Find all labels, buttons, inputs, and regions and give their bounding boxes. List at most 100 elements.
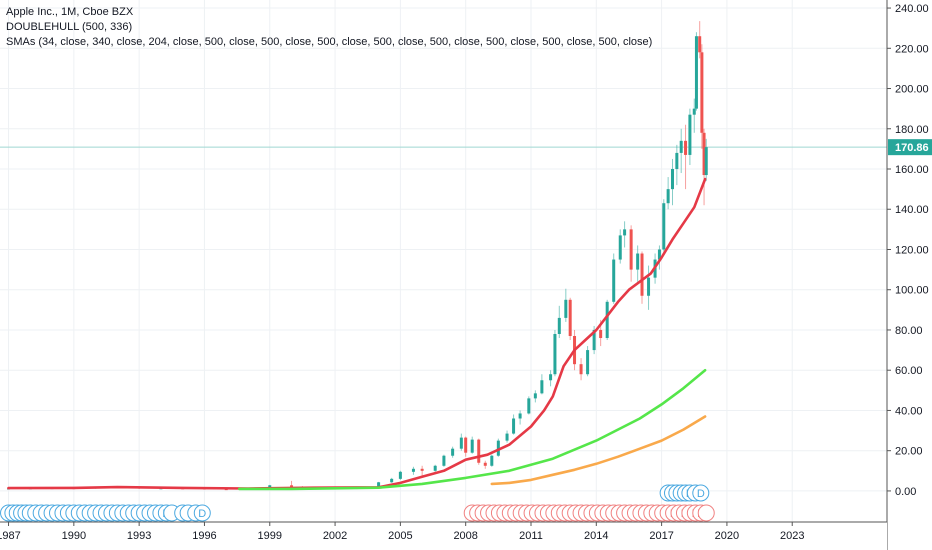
candle-body <box>599 329 603 339</box>
y-tick-label: 60.00 <box>895 365 923 377</box>
dividend-marker-circle <box>193 504 211 522</box>
candle-body <box>657 249 661 260</box>
x-tick-label: 2011 <box>519 530 543 542</box>
candle-body <box>629 229 633 270</box>
x-tick-label: 2008 <box>453 530 477 542</box>
x-tick-label: 1996 <box>192 530 216 542</box>
candle-body <box>605 301 609 339</box>
candle-body <box>496 440 500 456</box>
last-price-tag: 170.86 <box>888 139 932 156</box>
candle-body <box>684 140 688 155</box>
y-tick-label: 240.00 <box>895 3 929 15</box>
y-tick-label: 80.00 <box>895 325 923 337</box>
candle-body <box>564 299 568 318</box>
x-tick-label: 1987 <box>0 530 21 542</box>
dividend-marker: D <box>692 484 710 502</box>
candle-body <box>704 147 708 176</box>
earnings-marker <box>697 504 715 522</box>
y-tick-label: 160.00 <box>895 164 929 176</box>
chart-legend: Apple Inc., 1M, Cboe BZX DOUBLEHULL (500… <box>6 5 652 50</box>
candle-body <box>666 189 670 204</box>
y-tick-label: 120.00 <box>895 244 929 256</box>
y-tick-label: 40.00 <box>895 405 923 417</box>
candle-body <box>662 203 666 250</box>
dividend-marker-circle <box>692 484 710 502</box>
candle-body <box>675 152 679 170</box>
dividend-marker-label: D <box>697 488 705 500</box>
y-tick-label: 180.00 <box>895 124 929 136</box>
symbol-title: Apple Inc., 1M, Cboe BZX <box>6 6 134 18</box>
x-tick-label: 2017 <box>649 530 673 542</box>
x-tick-label: 2023 <box>780 530 804 542</box>
x-tick-label: 2014 <box>584 530 608 542</box>
candle-body <box>451 448 455 456</box>
candle-body <box>540 380 544 394</box>
candle-body <box>647 277 651 296</box>
candle-body <box>670 169 674 190</box>
candle-body <box>459 437 463 449</box>
candle-body <box>527 398 531 414</box>
sma-indicator-label: SMAs (34, close, 340, close, 204, close,… <box>6 36 653 48</box>
candle-body <box>518 413 522 419</box>
x-tick-label: 1999 <box>258 530 282 542</box>
candle-body <box>433 465 437 471</box>
candle-body <box>568 299 572 337</box>
candle-body <box>692 108 696 115</box>
earnings-markers: EEEE <box>463 504 715 522</box>
y-tick-label: 200.00 <box>895 84 929 96</box>
candle-body <box>579 364 583 375</box>
candle-body <box>618 235 622 260</box>
x-tick-label: 2005 <box>388 530 412 542</box>
sma-line-3 <box>490 415 707 486</box>
dividend-markers: DDDD <box>0 484 710 522</box>
candle-body <box>411 468 415 472</box>
candle-body <box>533 393 537 399</box>
candle-body <box>464 437 468 453</box>
candle-body <box>490 455 494 466</box>
candle-body <box>702 132 706 176</box>
x-tick-label: 2020 <box>715 530 739 542</box>
candle-body <box>640 253 644 296</box>
candle-body <box>470 439 474 453</box>
x-tick-label: 1993 <box>127 530 151 542</box>
candle-body <box>477 439 481 463</box>
candle-body <box>390 478 394 483</box>
time-axis-bg <box>0 522 887 550</box>
y-tick-label: 20.00 <box>895 446 923 458</box>
x-tick-label: 1990 <box>62 530 86 542</box>
y-tick-label: 220.00 <box>895 43 929 55</box>
price-axis-bg <box>887 0 932 550</box>
y-tick-label: 0.00 <box>895 486 916 498</box>
grid-lines <box>0 0 887 522</box>
last-price-tag-bg <box>888 139 932 156</box>
earnings-marker-circle <box>697 504 715 522</box>
last-price-tag-label: 170.86 <box>895 142 929 154</box>
candle-body <box>290 485 294 487</box>
candle-body <box>505 433 509 441</box>
candle-body <box>688 114 692 155</box>
candle-body <box>679 140 683 153</box>
candle-body <box>700 52 704 133</box>
candle-body <box>694 36 698 109</box>
candle-body <box>612 259 616 302</box>
doublehull-indicator-label: DOUBLEHULL (500, 336) <box>6 21 133 33</box>
x-tick-label: 2002 <box>323 530 347 542</box>
candle-body <box>553 333 557 375</box>
dividend-marker: D <box>193 504 211 522</box>
sma-line-2 <box>238 368 707 491</box>
candle-body <box>586 350 590 375</box>
candle-body <box>377 482 381 488</box>
candle-body <box>483 462 487 466</box>
candle-body <box>398 471 402 479</box>
candle-body <box>698 36 702 53</box>
candle-body <box>224 489 228 491</box>
candles <box>7 21 708 491</box>
candle-body <box>557 317 561 334</box>
candle-body <box>623 229 627 236</box>
y-tick-label: 100.00 <box>895 285 929 297</box>
candle-body <box>592 329 596 351</box>
candle-body <box>420 468 424 471</box>
candle-body <box>268 485 272 489</box>
